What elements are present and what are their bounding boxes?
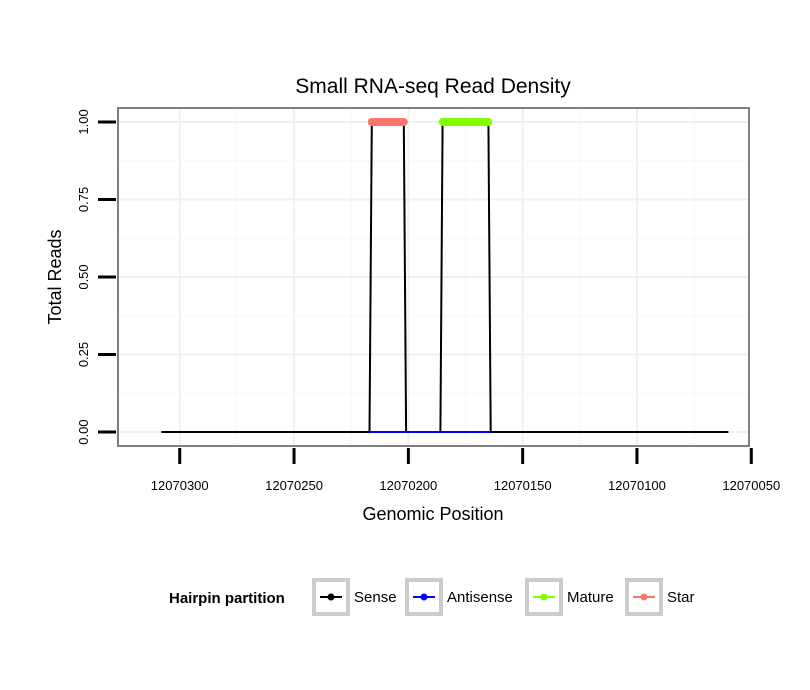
legend-key-dot-mature <box>540 593 548 601</box>
legend-key-dot-antisense <box>420 593 428 601</box>
y-axis-tick-label: 0.00 <box>76 419 91 444</box>
legend-title: Hairpin partition <box>169 590 285 607</box>
y-axis-tick-label: 1.00 <box>76 109 91 134</box>
legend-key-dot-star <box>640 593 648 601</box>
series-layer <box>161 117 729 434</box>
x-axis-tick-label: 12070150 <box>494 478 552 493</box>
x-axis-tick-label: 12070100 <box>608 478 666 493</box>
legend-key-star <box>625 578 663 616</box>
x-axis-tick-label: 12070250 <box>265 478 323 493</box>
axes: 12070300 12070250 12070200 12070150 12070100… <box>76 109 780 493</box>
chart-title: Small RNA-seq Read Density <box>295 75 571 98</box>
x-axis-label: Genomic Position <box>362 504 503 524</box>
x-axis-tick-label: 12070050 <box>722 478 780 493</box>
y-axis-tick-label: 0.50 <box>76 264 91 289</box>
legend-label-mature: Mature <box>567 589 614 606</box>
legend-key-dot-sense <box>327 593 335 601</box>
plot-panel-border <box>117 107 750 447</box>
legend-label-star: Star <box>667 589 695 606</box>
legend: Hairpin partition Sense Antisense Mature St… <box>169 578 695 616</box>
legend-label-sense: Sense <box>354 589 397 606</box>
y-axis-tick-label: 0.25 <box>76 342 91 367</box>
legend-label-antisense: Antisense <box>447 589 513 606</box>
grid-lines <box>118 108 749 446</box>
y-axis-label: Total Reads <box>45 229 65 324</box>
x-axis-tick-label: 12070300 <box>151 478 209 493</box>
legend-key-antisense <box>405 578 443 616</box>
y-axis-tick-label: 0.75 <box>76 187 91 212</box>
x-axis-tick-label: 12070200 <box>379 478 437 493</box>
